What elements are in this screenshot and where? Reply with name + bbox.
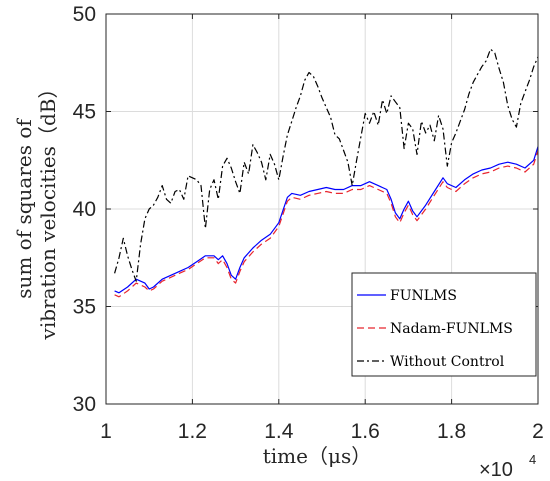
x-tick-label: 1.6	[351, 420, 380, 443]
x-tick-label: 1.2	[178, 420, 207, 443]
y-tick-label: 30	[73, 393, 96, 416]
grid	[106, 14, 538, 404]
y-tick-label: 50	[73, 3, 96, 26]
x-tick-label: 1	[100, 420, 112, 443]
legend-box	[351, 272, 537, 377]
y-tick-label: 40	[73, 198, 96, 221]
x-tick-label: 2	[532, 420, 544, 443]
y-axis-label-line1: sum of squares of	[12, 118, 36, 299]
y-tick-label: 45	[73, 101, 96, 124]
series-line-1	[114, 146, 538, 294]
x-exponent-power: 4	[529, 452, 536, 467]
series-line-2	[114, 150, 538, 298]
series-group	[114, 48, 538, 298]
x-axis-label: time（μs）	[263, 444, 372, 468]
x-tick-label: 1.8	[437, 420, 466, 443]
legend-label-2: Nadam-FUNLMS	[390, 321, 513, 337]
legend: FUNLMS Nadam-FUNLMS Without Control	[351, 272, 537, 377]
ticks: 1 1.2 1.4 1.6 1.8 2 30 35 40 45 50	[73, 3, 544, 443]
x-exponent-base: ×10	[479, 459, 513, 481]
legend-label-1: FUNLMS	[390, 288, 457, 304]
x-axis-exponent: ×10 4	[479, 452, 536, 481]
x-tick-label: 1.4	[264, 420, 294, 443]
y-axis-label-line2: vibration velocities（dB）	[36, 79, 60, 341]
legend-label-3: Without Control	[390, 354, 505, 370]
y-tick-label: 35	[73, 296, 96, 319]
